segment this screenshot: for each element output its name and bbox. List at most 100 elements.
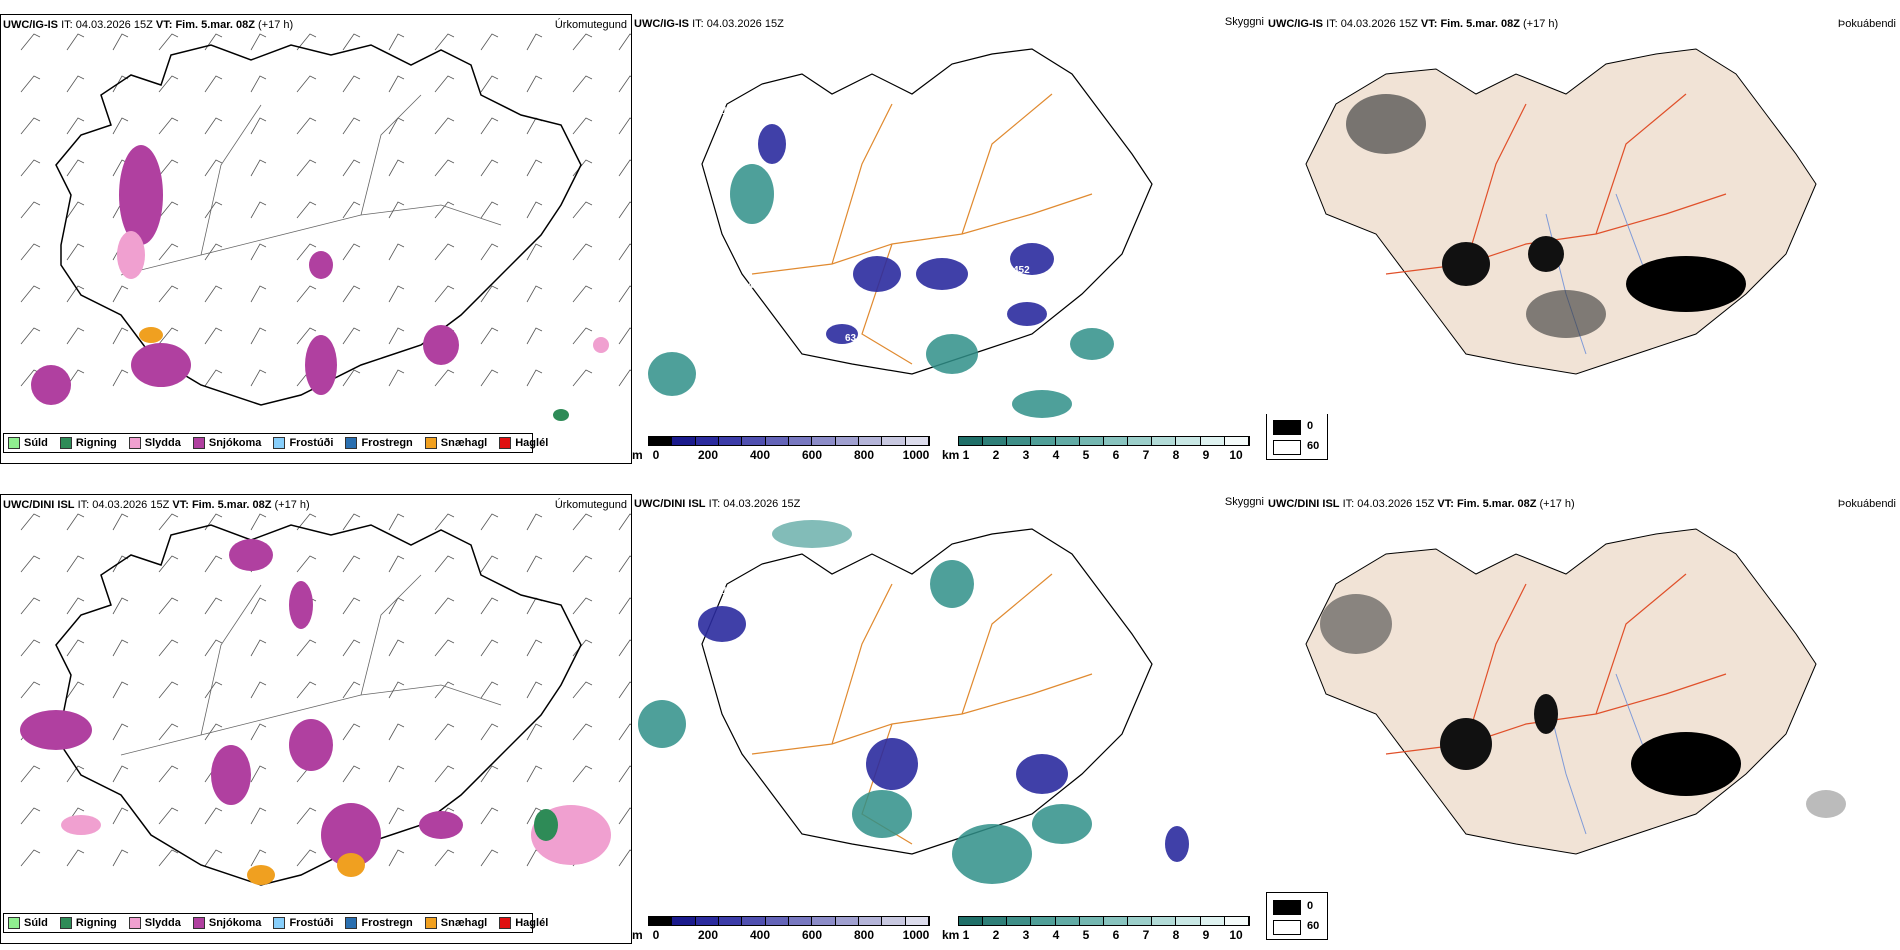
wind-barb bbox=[618, 513, 631, 531]
wind-barb bbox=[296, 75, 317, 93]
fog-area bbox=[1626, 256, 1746, 312]
lead-time: (+17 h) bbox=[274, 499, 310, 511]
wind-barb bbox=[572, 327, 593, 345]
cloud-base-colorbar: m 0 200 400 600 800 1000 bbox=[632, 914, 932, 942]
legend-item: Snjókoma bbox=[192, 437, 261, 449]
wind-barb bbox=[388, 243, 405, 261]
wind-barb bbox=[296, 201, 317, 219]
wind-barb bbox=[434, 201, 455, 219]
wind-barb bbox=[434, 639, 455, 657]
cloud-base-area bbox=[1165, 826, 1189, 862]
cloud-base-label: 47 bbox=[1039, 179, 1051, 190]
colorbar-segment bbox=[1224, 917, 1249, 925]
legend-swatch bbox=[8, 437, 20, 449]
cloud-base-label: 580 bbox=[1123, 755, 1140, 766]
wind-barb bbox=[434, 765, 455, 783]
cloud-base-label: 160 bbox=[832, 116, 849, 127]
visibility-colorbar: km 1 2 3 4 5 6 7 8 9 10 bbox=[942, 434, 1254, 462]
colorbar-segment bbox=[788, 917, 813, 925]
wind-barb bbox=[388, 327, 405, 345]
vt-label: VT: bbox=[172, 499, 189, 511]
colorbar-segment bbox=[765, 917, 789, 925]
cloud-base-area bbox=[916, 258, 968, 290]
cloud-base-area bbox=[1010, 243, 1054, 275]
wind-barb bbox=[526, 243, 543, 261]
wind-barb bbox=[158, 807, 179, 825]
low-visibility-area bbox=[926, 334, 978, 374]
colorbar-tick: 800 bbox=[853, 928, 875, 942]
cloud-base-label: 185 bbox=[1110, 798, 1127, 809]
wind-barb bbox=[158, 555, 179, 573]
cloud-base-label: 98 bbox=[832, 596, 844, 607]
wind-barb bbox=[112, 33, 129, 51]
low-visibility-area bbox=[648, 352, 696, 396]
cloud-base-label: 135 bbox=[819, 639, 836, 650]
wind-barb bbox=[250, 75, 267, 93]
wind-barb bbox=[480, 33, 499, 51]
wind-barb bbox=[112, 849, 129, 867]
legend-label: Slydda bbox=[144, 917, 181, 929]
fog-index-legend-bottom: 0 60 bbox=[1266, 892, 1328, 940]
wind-barb bbox=[342, 369, 361, 387]
cloud-base-label: 11 bbox=[984, 654, 995, 665]
wind-barb bbox=[388, 807, 405, 825]
legend-swatch bbox=[345, 437, 358, 449]
panel-name: Þokuábendi bbox=[1837, 498, 1896, 510]
wind-barb bbox=[388, 159, 405, 177]
legend-item: Súld bbox=[8, 437, 48, 449]
model-name: UWC/IG-IS bbox=[1268, 18, 1323, 30]
iceland-coastline bbox=[701, 48, 1153, 375]
snow-pellet-area bbox=[247, 865, 275, 885]
colorbar-segment bbox=[695, 917, 719, 925]
fog-index-panel-bottom: UWC/DINI ISL IT: 04.03.2026 15Z VT: Fim.… bbox=[1266, 494, 1900, 892]
legend-item: Frostúði bbox=[273, 437, 333, 449]
colorbar-tick: 9 bbox=[1202, 928, 1210, 942]
wind-barb bbox=[618, 117, 631, 135]
panel-title: UWC/IG-IS IT: 04.03.2026 15Z VT: Fim. 5.… bbox=[1268, 18, 1558, 30]
wind-barb bbox=[480, 117, 499, 135]
fog-area bbox=[1346, 94, 1426, 154]
wind-barb bbox=[158, 33, 179, 51]
cloud-base-label: 209 bbox=[819, 159, 836, 170]
fog-area bbox=[1526, 290, 1606, 338]
fog-index-map bbox=[1305, 528, 1846, 855]
low-visibility-area bbox=[852, 790, 912, 838]
wind-barb bbox=[20, 513, 41, 531]
wind-barb bbox=[618, 201, 631, 219]
wind-barb bbox=[158, 75, 179, 93]
wind-barbs bbox=[20, 513, 631, 867]
wind-barb bbox=[434, 555, 455, 573]
colorbar-tick: 2 bbox=[992, 448, 1000, 462]
wind-barb bbox=[480, 75, 499, 93]
wind-barb bbox=[204, 849, 223, 867]
wind-barb bbox=[250, 117, 267, 135]
wind-barb bbox=[112, 285, 129, 303]
legend-swatch bbox=[499, 437, 512, 449]
cloud-base-label: 96 bbox=[1026, 222, 1038, 233]
wind-barb bbox=[480, 555, 499, 573]
colorbar-segment bbox=[812, 437, 836, 445]
roads bbox=[120, 574, 502, 756]
cloud-base-label: 95 bbox=[942, 126, 954, 137]
wind-barb bbox=[250, 201, 267, 219]
snow-area bbox=[305, 335, 337, 395]
colorbar-segment bbox=[1152, 917, 1177, 925]
wind-barb bbox=[66, 327, 85, 345]
wind-barb bbox=[250, 597, 267, 615]
wind-barb bbox=[342, 159, 361, 177]
colorbar-segment bbox=[1007, 917, 1032, 925]
cloud-base-label: 155 bbox=[1068, 270, 1085, 281]
wind-barb bbox=[388, 723, 405, 741]
cloud-base-labels: 113 209 38 452 140 71 92 105 155 116 160 148 96 105 15… bbox=[722, 106, 1140, 344]
wind-barb bbox=[342, 555, 361, 573]
it-value: 04.03.2026 15Z bbox=[1357, 498, 1435, 510]
wind-barb bbox=[20, 201, 41, 219]
colorbar-segment bbox=[1031, 917, 1056, 925]
wind-barb bbox=[480, 723, 499, 741]
legend-label: Rigning bbox=[75, 917, 117, 929]
wind-barb bbox=[66, 75, 85, 93]
cloud-base-label: 148 bbox=[929, 169, 946, 180]
legend-swatch bbox=[59, 437, 72, 449]
colorbar-segment bbox=[959, 917, 984, 925]
wind-barb bbox=[20, 597, 41, 615]
